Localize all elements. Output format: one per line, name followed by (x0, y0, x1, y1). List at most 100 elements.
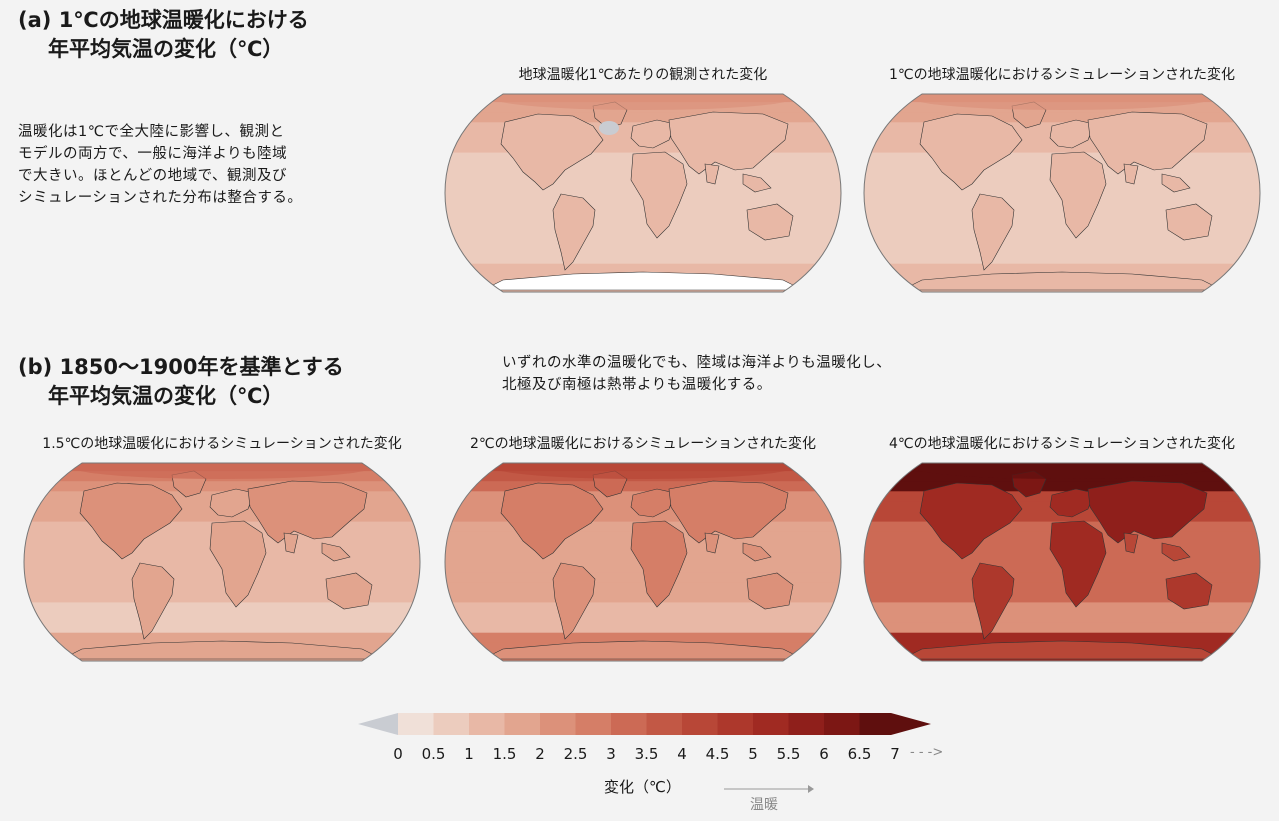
continent-northAmerica (500, 113, 604, 191)
north-atlantic-cooling-spot (599, 121, 619, 135)
ocean-band (864, 602, 1260, 614)
section-b-desc-line: 北極及び南極は熱帯よりも温暖化する。 (502, 377, 772, 393)
arctic-warming-zone (493, 94, 793, 110)
continent-australia (325, 572, 373, 610)
legend-swatch (575, 713, 612, 735)
continent-africa (209, 520, 267, 608)
ocean-band (445, 511, 841, 523)
continent-australia (746, 203, 794, 241)
map-simulated-1c (862, 92, 1262, 294)
legend-tick-label: 3.5 (634, 745, 659, 763)
ocean-band (445, 572, 841, 583)
legend-arrow-right: - - -> (910, 745, 944, 760)
legend-tick-label: 5 (748, 745, 758, 763)
continent-northAmerica (919, 113, 1023, 191)
continent-antarctica (482, 271, 804, 291)
ocean-band (864, 233, 1260, 245)
legend-tick-label: 6.5 (847, 745, 872, 763)
ocean-band (24, 572, 420, 583)
map-title-observed-1c: 地球温暖化1℃あたりの観測された変化 (518, 67, 768, 83)
continent-africa (630, 520, 688, 608)
ocean-band (445, 612, 841, 624)
world-map-2c (444, 462, 842, 662)
ocean-band (24, 602, 420, 614)
section-a-title-line1: 1℃の地球温暖化における (58, 8, 309, 32)
legend-ticks: 0 0.5 1 1.5 2 2.5 3 3.5 4 4.5 5 5.5 6 6.5 7 (358, 745, 938, 767)
map-title-2c: 2℃の地球温暖化におけるシミュレーションされた変化 (469, 436, 817, 452)
ocean-band (24, 481, 420, 492)
continent-southAmerica (971, 193, 1015, 271)
arctic-warming-zone (72, 463, 372, 479)
section-a-title-line2: 年平均気温の変化（℃） (48, 37, 284, 61)
legend-tick-label: 0 (393, 745, 403, 763)
continent-europe (1049, 119, 1095, 149)
ocean-band (24, 511, 420, 523)
continent-india (704, 163, 720, 185)
ocean-band (445, 223, 841, 234)
ocean-band (864, 243, 1260, 255)
continent-antarctica (482, 640, 804, 660)
warming-arrow (724, 780, 814, 799)
legend-swatch (469, 713, 505, 735)
world-map-simulated-1c (863, 93, 1261, 293)
legend-swatch (504, 713, 541, 735)
section-a-desc-line: で大きい。ほとんどの地域で、観測及び (18, 168, 287, 184)
ocean-band (24, 622, 420, 634)
legend-swatch (611, 713, 647, 735)
ocean-band (24, 612, 420, 624)
map-1-5c (22, 461, 422, 663)
legend-color-bar (358, 713, 931, 735)
legend-swatch (646, 713, 683, 735)
ocean-band (864, 203, 1260, 214)
ocean-band (864, 223, 1260, 234)
arctic-warming-zone (912, 463, 1212, 479)
map-observed-1c (443, 92, 843, 294)
ocean-band (445, 243, 841, 255)
map-title-1-5c: 1.5℃の地球温暖化におけるシミュレーションされた変化 (42, 436, 402, 452)
ocean-band (445, 203, 841, 214)
continent-australia (1165, 203, 1213, 241)
continent-seAsia (742, 173, 772, 193)
legend-tick-label: 5.5 (776, 745, 801, 763)
section-b-desc-line: いずれの水準の温暖化でも、陸域は海洋よりも温暖化し、 (502, 355, 892, 371)
ocean-band (445, 602, 841, 614)
continent-northAmerica (500, 482, 604, 560)
ocean-band (445, 592, 841, 603)
continent-africa (630, 151, 688, 239)
map-border (863, 93, 1261, 293)
section-b-title-line1: 1850〜1900年を基準とする (59, 355, 344, 379)
continent-northAmerica (919, 482, 1023, 560)
ocean-band (445, 233, 841, 245)
warming-label: 温暖 (750, 797, 778, 813)
legend-tick-label: 1 (464, 745, 474, 763)
continent-europe (630, 488, 676, 518)
legend-swatch (788, 713, 825, 735)
legend-tick-label: 6 (819, 745, 829, 763)
legend-tick-label: 4 (677, 745, 687, 763)
map-4c (862, 461, 1262, 663)
ocean-band (864, 213, 1260, 224)
continent-seAsia (1161, 173, 1191, 193)
ocean-band (864, 511, 1260, 523)
legend-tick-label: 2.5 (563, 745, 588, 763)
legend-tick-label: 1.5 (492, 745, 517, 763)
legend-low-triangle (358, 713, 398, 735)
ocean-band (864, 481, 1260, 492)
continent-southAmerica (131, 562, 175, 640)
section-a-desc-line: モデルの両方で、一般に海洋よりも陸域 (18, 146, 288, 162)
legend-tick-label: 7 (890, 745, 900, 763)
section-a-label: (a) (18, 8, 52, 32)
ocean-band (445, 213, 841, 224)
section-b-label: (b) (18, 355, 53, 379)
section-b-title-line2: 年平均気温の変化（℃） (48, 384, 284, 408)
legend-tick-label: 0.5 (421, 745, 446, 763)
ocean-band (24, 632, 420, 644)
section-a-desc-line: シミュレーションされた分布は整合する。 (18, 190, 303, 206)
ocean-band (445, 622, 841, 634)
continent-europe (209, 488, 255, 518)
continent-seAsia (742, 542, 772, 562)
ocean-band (864, 632, 1260, 644)
color-legend (358, 711, 938, 741)
continent-southAmerica (971, 562, 1015, 640)
map-2c (443, 461, 843, 663)
